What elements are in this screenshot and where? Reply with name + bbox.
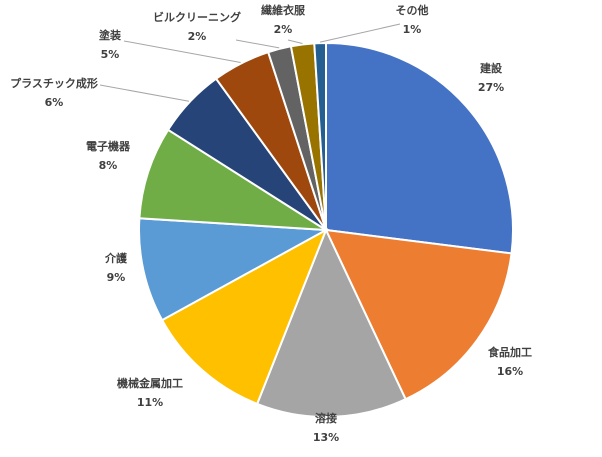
data-label-category: 建設 [480,61,503,75]
data-label-percent: 13% [313,431,339,444]
data-labels: 建設 27% 食品加工 16% 溶接 13% 機械金属加工 11% 介護 9% 電子機器 8% プラスチ… [10,3,532,444]
leader-line [319,23,401,43]
data-label-category: 食品加工 [488,345,532,359]
data-label-category: その他 [396,3,429,17]
leader-line [235,39,280,49]
data-label-category: ビルクリーニング [153,10,241,24]
data-label-category: 塗装 [99,28,121,42]
data-label-category: 溶接 [315,411,337,425]
data-label-percent: 11% [137,396,163,409]
data-label-category: 機械金属加工 [117,376,183,390]
pie-slice [160,227,328,406]
pie-slice [138,128,327,231]
pie-slice [255,227,407,418]
leader-line [123,40,241,63]
data-label-category: 介護 [104,251,128,265]
data-label-percent: 27% [478,81,504,94]
data-label-percent: 8% [99,159,118,172]
pie-slice [313,41,327,231]
data-label-percent: 1% [403,23,422,36]
data-label-category: 電子機器 [86,139,131,153]
leader-line [99,84,190,102]
data-label-category: 繊維衣服 [261,3,306,17]
data-label-percent: 16% [497,365,523,378]
pie-slice [138,217,330,322]
pie-slice [325,41,515,255]
leader-lines [99,23,401,102]
data-label-percent: 2% [274,23,293,36]
data-label-percent: 6% [45,96,64,109]
leader-line [287,39,303,44]
data-label-percent: 9% [107,271,126,284]
data-label-percent: 2% [188,30,207,43]
data-label-category: プラスチック成形 [10,76,98,90]
pie-slices [138,41,515,418]
data-label-percent: 5% [101,48,120,61]
pie-slice [324,228,513,401]
